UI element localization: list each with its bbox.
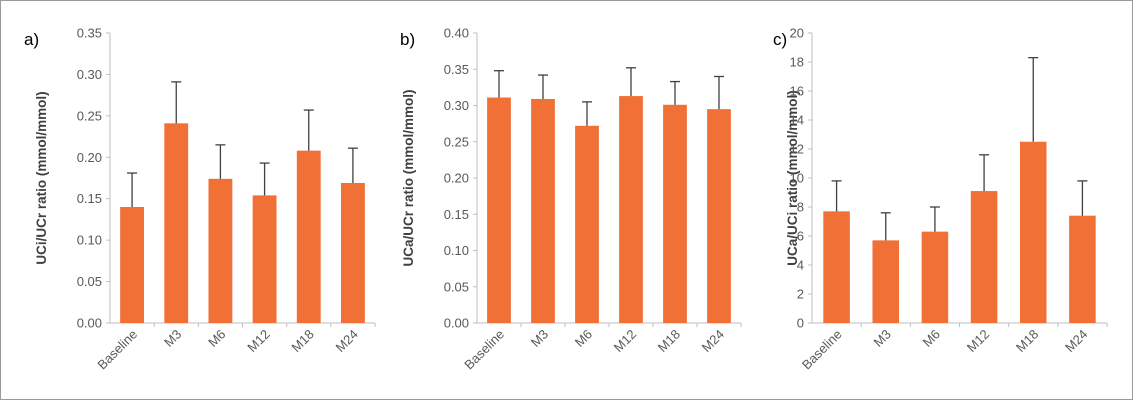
chart-3-y-tick-label: 12: [790, 142, 804, 157]
chart-3-panel-label: c): [773, 30, 787, 49]
chart-2-x-tick-label: M18: [655, 327, 683, 355]
chart-3-x-tick-label: M3: [870, 327, 893, 350]
chart-2-y-tick-label: 0.35: [444, 62, 469, 77]
chart-3-y-tick-label: 20: [790, 26, 804, 41]
chart-3-x-tick-label: Baseline: [799, 327, 845, 373]
chart-2-x-tick-label: Baseline: [461, 327, 507, 373]
chart-1-x-tick-label: M18: [288, 327, 316, 355]
chart-1-x-tick-label: M6: [205, 327, 228, 350]
chart-2-bar: [487, 97, 511, 324]
chart-2-bar: [575, 125, 599, 323]
chart-2-y-tick-label: 0.05: [444, 279, 469, 294]
chart-3-bar: [872, 240, 900, 323]
chart-2-x-tick-label: M12: [611, 327, 639, 355]
chart-1-y-tick-label: 0.30: [77, 67, 102, 82]
chart-2-y-tick-label: 0.00: [444, 316, 469, 331]
chart-1-x-tick-label: Baseline: [94, 327, 140, 373]
chart-2-bar: [707, 109, 731, 323]
chart-2-y-tick-label: 0.20: [444, 171, 469, 186]
chart-1-bar: [164, 123, 189, 323]
chart-2-y-axis-title: UCa/UCr ratio (mmol/mmol): [401, 89, 416, 266]
chart-2-x-tick-label: M24: [699, 327, 727, 355]
chart-3-x-tick-label: M6: [920, 327, 943, 350]
chart-1-x-tick-label: M24: [333, 327, 361, 355]
chart-2-bar: [663, 104, 687, 324]
chart-3-y-tick-label: 8: [797, 200, 804, 215]
chart-1-x-tick-label: M3: [161, 327, 184, 350]
chart-2-y-tick-label: 0.10: [444, 243, 469, 258]
chart-3-bar: [1069, 215, 1096, 323]
chart-2-y-tick-label: 0.30: [444, 98, 469, 113]
chart-1-bar: [252, 195, 277, 323]
chart-2-y-tick-label: 0.15: [444, 207, 469, 222]
chart-1-y-axis-title: UCi/UCr ratio (mmol/mmol): [34, 91, 49, 264]
chart-3-y-tick-label: 18: [790, 55, 804, 70]
chart-1-bar: [340, 182, 365, 323]
chart-3-y-tick-label: 10: [790, 171, 804, 186]
chart-3-bar: [921, 231, 949, 323]
chart-2-y-tick-label: 0.25: [444, 134, 469, 149]
chart-3-y-tick-label: 0: [797, 316, 804, 331]
chart-1-y-tick-label: 0.00: [77, 316, 102, 331]
chart-1-y-tick-label: 0.20: [77, 150, 102, 165]
chart-1-y-tick-label: 0.35: [77, 26, 102, 41]
chart-3-bar: [1019, 141, 1047, 323]
chart-3-y-tick-label: 6: [797, 229, 804, 244]
chart-1-bar: [208, 178, 233, 323]
chart-2-bar: [531, 98, 555, 323]
chart-1-y-tick-label: 0.25: [77, 108, 102, 123]
chart-1-bar: [296, 150, 321, 323]
chart-2-panel-label: b): [400, 30, 415, 49]
chart-2-x-tick-label: M6: [572, 327, 595, 350]
chart-3-bar: [970, 191, 998, 323]
chart-2-bar: [619, 96, 643, 323]
chart-1-y-tick-label: 0.05: [77, 274, 102, 289]
chart-1-y-tick-label: 0.10: [77, 233, 102, 248]
chart-2-x-tick-label: M3: [528, 327, 551, 350]
chart-3-y-tick-label: 16: [790, 84, 804, 99]
chart-3-x-tick-label: M24: [1062, 327, 1090, 355]
chart-2-y-tick-label: 0.40: [444, 26, 469, 41]
chart-3-y-axis-title: UCa/UCi ratio (mmol/mmol): [785, 90, 800, 266]
chart-3-y-tick-label: 14: [790, 113, 804, 128]
chart-3-x-tick-label: M12: [964, 327, 992, 355]
chart-1-y-tick-label: 0.15: [77, 191, 102, 206]
chart-1-panel-label: a): [24, 30, 39, 49]
chart-3-x-tick-label: M18: [1013, 327, 1041, 355]
chart-3-y-tick-label: 4: [797, 258, 804, 273]
chart-3-y-tick-label: 2: [797, 287, 804, 302]
chart-3-bar: [823, 211, 850, 323]
chart-1-bar: [120, 207, 145, 323]
chart-1-x-tick-label: M12: [244, 327, 272, 355]
